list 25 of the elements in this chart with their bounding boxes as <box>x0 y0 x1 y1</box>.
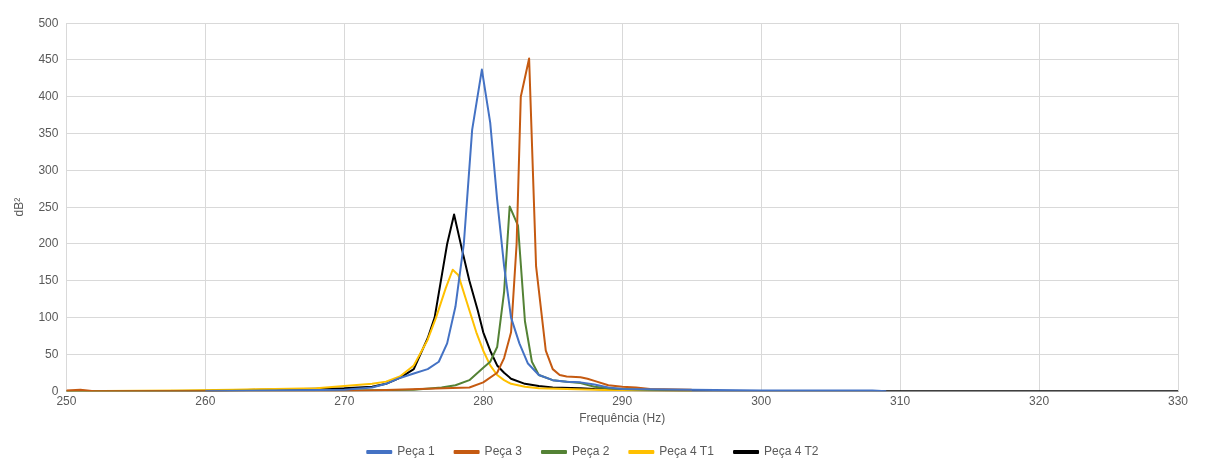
x-tick-label: 270 <box>334 393 355 408</box>
x-tick-label: 260 <box>195 393 216 408</box>
y-tick-label: 300 <box>38 162 59 177</box>
x-tick-label: 300 <box>751 393 772 408</box>
y-tick-label: 450 <box>38 52 59 67</box>
y-tick-label: 400 <box>38 89 59 104</box>
x-tick-label: 330 <box>1167 393 1189 408</box>
x-axis-title: Frequência (Hz) <box>579 411 666 426</box>
y-tick-label: 200 <box>38 236 59 251</box>
y-tick-label: 100 <box>38 309 59 324</box>
legend-label: Peça 4 T2 <box>764 444 819 459</box>
x-tick-label: 290 <box>612 393 633 408</box>
y-axis-title: dB² <box>11 197 26 217</box>
y-tick-label: 500 <box>38 15 59 30</box>
y-tick-label: 50 <box>45 346 59 361</box>
legend-label: Peça 2 <box>571 444 610 459</box>
legend-label: Peça 1 <box>397 444 435 459</box>
x-tick-label: 280 <box>473 393 494 408</box>
y-tick-label: 250 <box>38 199 59 214</box>
legend-label: Peça 3 <box>484 444 523 459</box>
y-tick-label: 350 <box>38 125 59 140</box>
x-tick-label: 320 <box>1029 393 1050 408</box>
legend-label: Peça 4 T1 <box>659 444 715 459</box>
y-tick-label: 150 <box>38 273 59 288</box>
x-tick-label: 310 <box>890 393 911 408</box>
